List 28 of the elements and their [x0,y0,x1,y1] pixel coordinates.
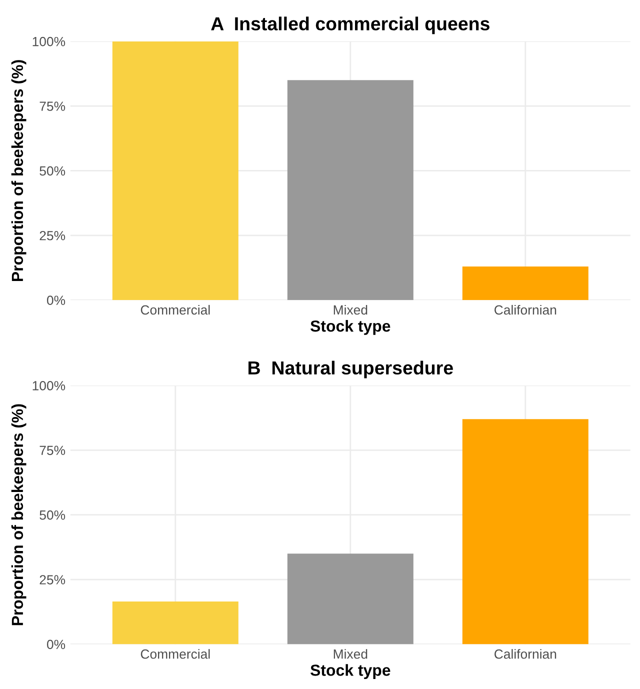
y-tick-label: 100% [32,36,66,46]
bar [462,419,588,644]
bar [462,266,588,300]
bar [287,80,414,300]
y-tick-label: 50% [40,166,66,176]
x-tick-label: Californian [494,649,556,659]
y-tick-label: 75% [40,446,66,456]
x-tick-label: Commercial [140,304,210,315]
chart-title: B Natural supersedure [248,360,453,378]
y-tick-label: 0% [46,296,66,305]
bar [112,41,238,300]
x-tick-label: Californian [494,304,556,315]
x-axis-title: Stock type [310,664,390,680]
y-tick-label: 0% [46,640,66,650]
y-tick-label: 100% [32,381,66,390]
y-tick-label: 75% [40,102,66,111]
x-tick-label: Commercial [140,649,210,659]
y-tick-label: 25% [40,230,66,240]
x-axis-title: Stock type [310,320,390,335]
y-tick-label: 25% [40,575,66,584]
x-tick-label: Mixed [334,649,368,659]
y-tick-label: 50% [40,510,66,520]
y-axis-title: Proportion of beekeepers (%) [11,60,26,282]
x-tick-label: Mixed [334,304,368,315]
bar [287,554,414,644]
chart-title: A Installed commercial queens [211,16,490,34]
y-axis-title: Proportion of beekeepers (%) [11,404,26,626]
bar [112,602,238,644]
